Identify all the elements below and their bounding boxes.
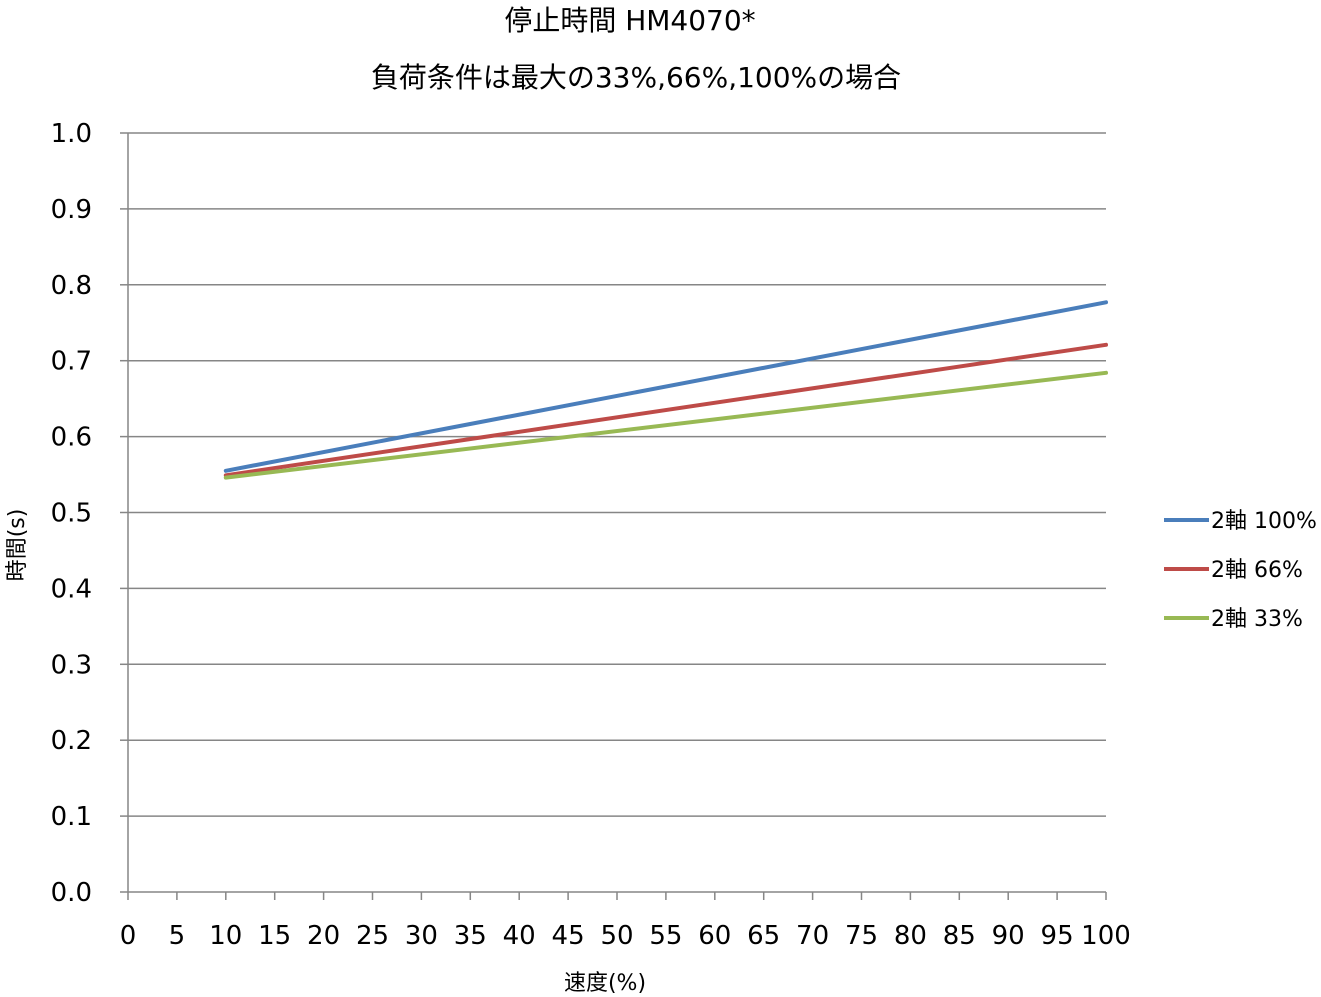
x-tick-label: 100 — [1081, 921, 1131, 951]
x-tick-label: 90 — [992, 921, 1025, 951]
y-tick-label: 0.9 — [51, 195, 92, 225]
y-axis-title: 時間(s) — [5, 509, 30, 582]
x-tick-label: 35 — [454, 921, 487, 951]
y-tick-label: 0.6 — [51, 423, 92, 453]
x-tick-label: 10 — [209, 921, 242, 951]
x-tick-label: 70 — [796, 921, 829, 951]
y-tick-label: 0.5 — [51, 499, 92, 529]
x-tick-label: 65 — [747, 921, 780, 951]
x-tick-label: 30 — [405, 921, 438, 951]
y-tick-label: 0.0 — [51, 878, 92, 908]
x-tick-label: 75 — [845, 921, 878, 951]
y-tick-label: 0.8 — [51, 271, 92, 301]
x-tick-label: 85 — [943, 921, 976, 951]
y-tick-label: 0.1 — [51, 802, 92, 832]
legend-label: 2軸 100% — [1211, 509, 1317, 534]
x-tick-label: 15 — [258, 921, 291, 951]
x-tick-label: 0 — [120, 921, 137, 951]
y-tick-label: 0.4 — [51, 574, 92, 604]
x-tick-label: 25 — [356, 921, 389, 951]
y-tick-label: 1.0 — [51, 119, 92, 149]
x-tick-label: 95 — [1041, 921, 1074, 951]
series-line — [223, 300, 1108, 473]
chart-title: 停止時間 HM4070* — [504, 4, 755, 37]
x-axis-title: 速度(%) — [564, 971, 646, 996]
series-line — [223, 342, 1108, 478]
x-tick-label: 40 — [503, 921, 536, 951]
chart-subtitle: 負荷条件は最大の33%,66%,100%の場合 — [371, 61, 901, 94]
y-tick-label: 0.2 — [51, 726, 92, 756]
x-tick-label: 20 — [307, 921, 340, 951]
x-tick-label: 5 — [169, 921, 186, 951]
y-tick-labels: 0.0 0.1 0.2 0.3 0.4 0.5 0.6 0.7 0.8 0.9 1.0 — [51, 119, 92, 908]
y-tick-label: 0.3 — [51, 650, 92, 680]
y-tick-label: 0.7 — [51, 347, 92, 377]
x-tick-label: 45 — [552, 921, 585, 951]
series-line — [223, 370, 1108, 480]
legend: 2軸 100% 2軸 66% 2軸 33% — [1164, 509, 1317, 632]
series-lines — [223, 300, 1108, 480]
x-tick-label: 60 — [698, 921, 731, 951]
x-tick-label: 50 — [600, 921, 633, 951]
legend-label: 2軸 66% — [1211, 558, 1303, 583]
gridlines — [128, 132, 1106, 817]
x-tick-label: 55 — [649, 921, 682, 951]
legend-label: 2軸 33% — [1211, 607, 1303, 632]
x-tick-labels: 0 5 10 15 20 25 30 35 40 45 50 55 60 65 70 75 80 85 90 95 10… — [120, 921, 1131, 951]
axes — [120, 132, 1107, 900]
x-tick-label: 80 — [894, 921, 927, 951]
